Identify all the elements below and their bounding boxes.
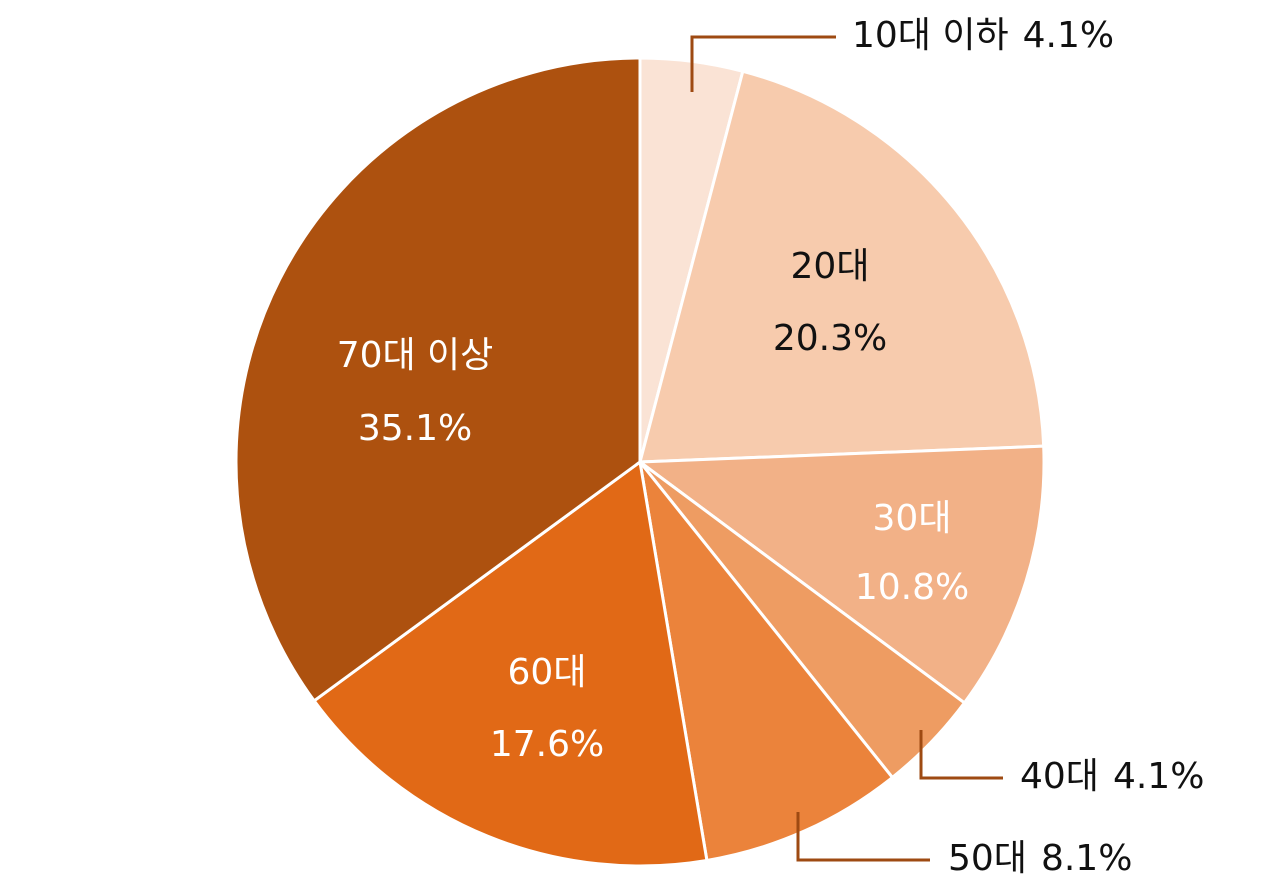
leader-lines <box>690 35 1003 862</box>
slice-name-label: 70대 이상 <box>337 335 494 376</box>
pie-slice-2 <box>638 444 1046 705</box>
slice-value-label: 4.1% <box>1113 756 1204 797</box>
slice-value-label: 4.1% <box>1023 15 1114 56</box>
slice-labels: 10대 이하 4.1% 20대 20.3% 30대 10.8% 40대 4.1% 50대 8.1%… <box>337 15 1205 879</box>
slice-name-label: 50대 <box>948 838 1027 879</box>
pie-slice-5 <box>312 460 709 868</box>
slice-value-label: 17.6% <box>490 724 604 765</box>
leader-line <box>796 812 930 862</box>
callout-label: 40대 4.1% <box>1020 756 1204 797</box>
slice-value-label: 20.3% <box>773 318 887 359</box>
slice-value-label: 35.1% <box>358 408 472 449</box>
leader-line <box>919 730 1003 780</box>
pie-slice-4 <box>638 460 894 862</box>
slice-value-label: 8.1% <box>1041 838 1132 879</box>
pie-slice-6 <box>234 56 642 703</box>
pie-slice-1 <box>638 69 1046 464</box>
slice-name-label: 60대 <box>508 652 587 693</box>
slice-name-label: 20대 <box>791 246 870 287</box>
callout-label: 10대 이하 4.1% <box>852 15 1114 56</box>
slice-name-label: 30대 <box>873 498 952 539</box>
pie-slices <box>234 56 1046 868</box>
callout-label: 50대 8.1% <box>948 838 1132 879</box>
slice-name-label: 40대 <box>1020 756 1099 797</box>
slice-value-label: 10.8% <box>855 567 969 608</box>
slice-name-label: 10대 이하 <box>852 15 1009 56</box>
leader-line <box>690 35 836 92</box>
